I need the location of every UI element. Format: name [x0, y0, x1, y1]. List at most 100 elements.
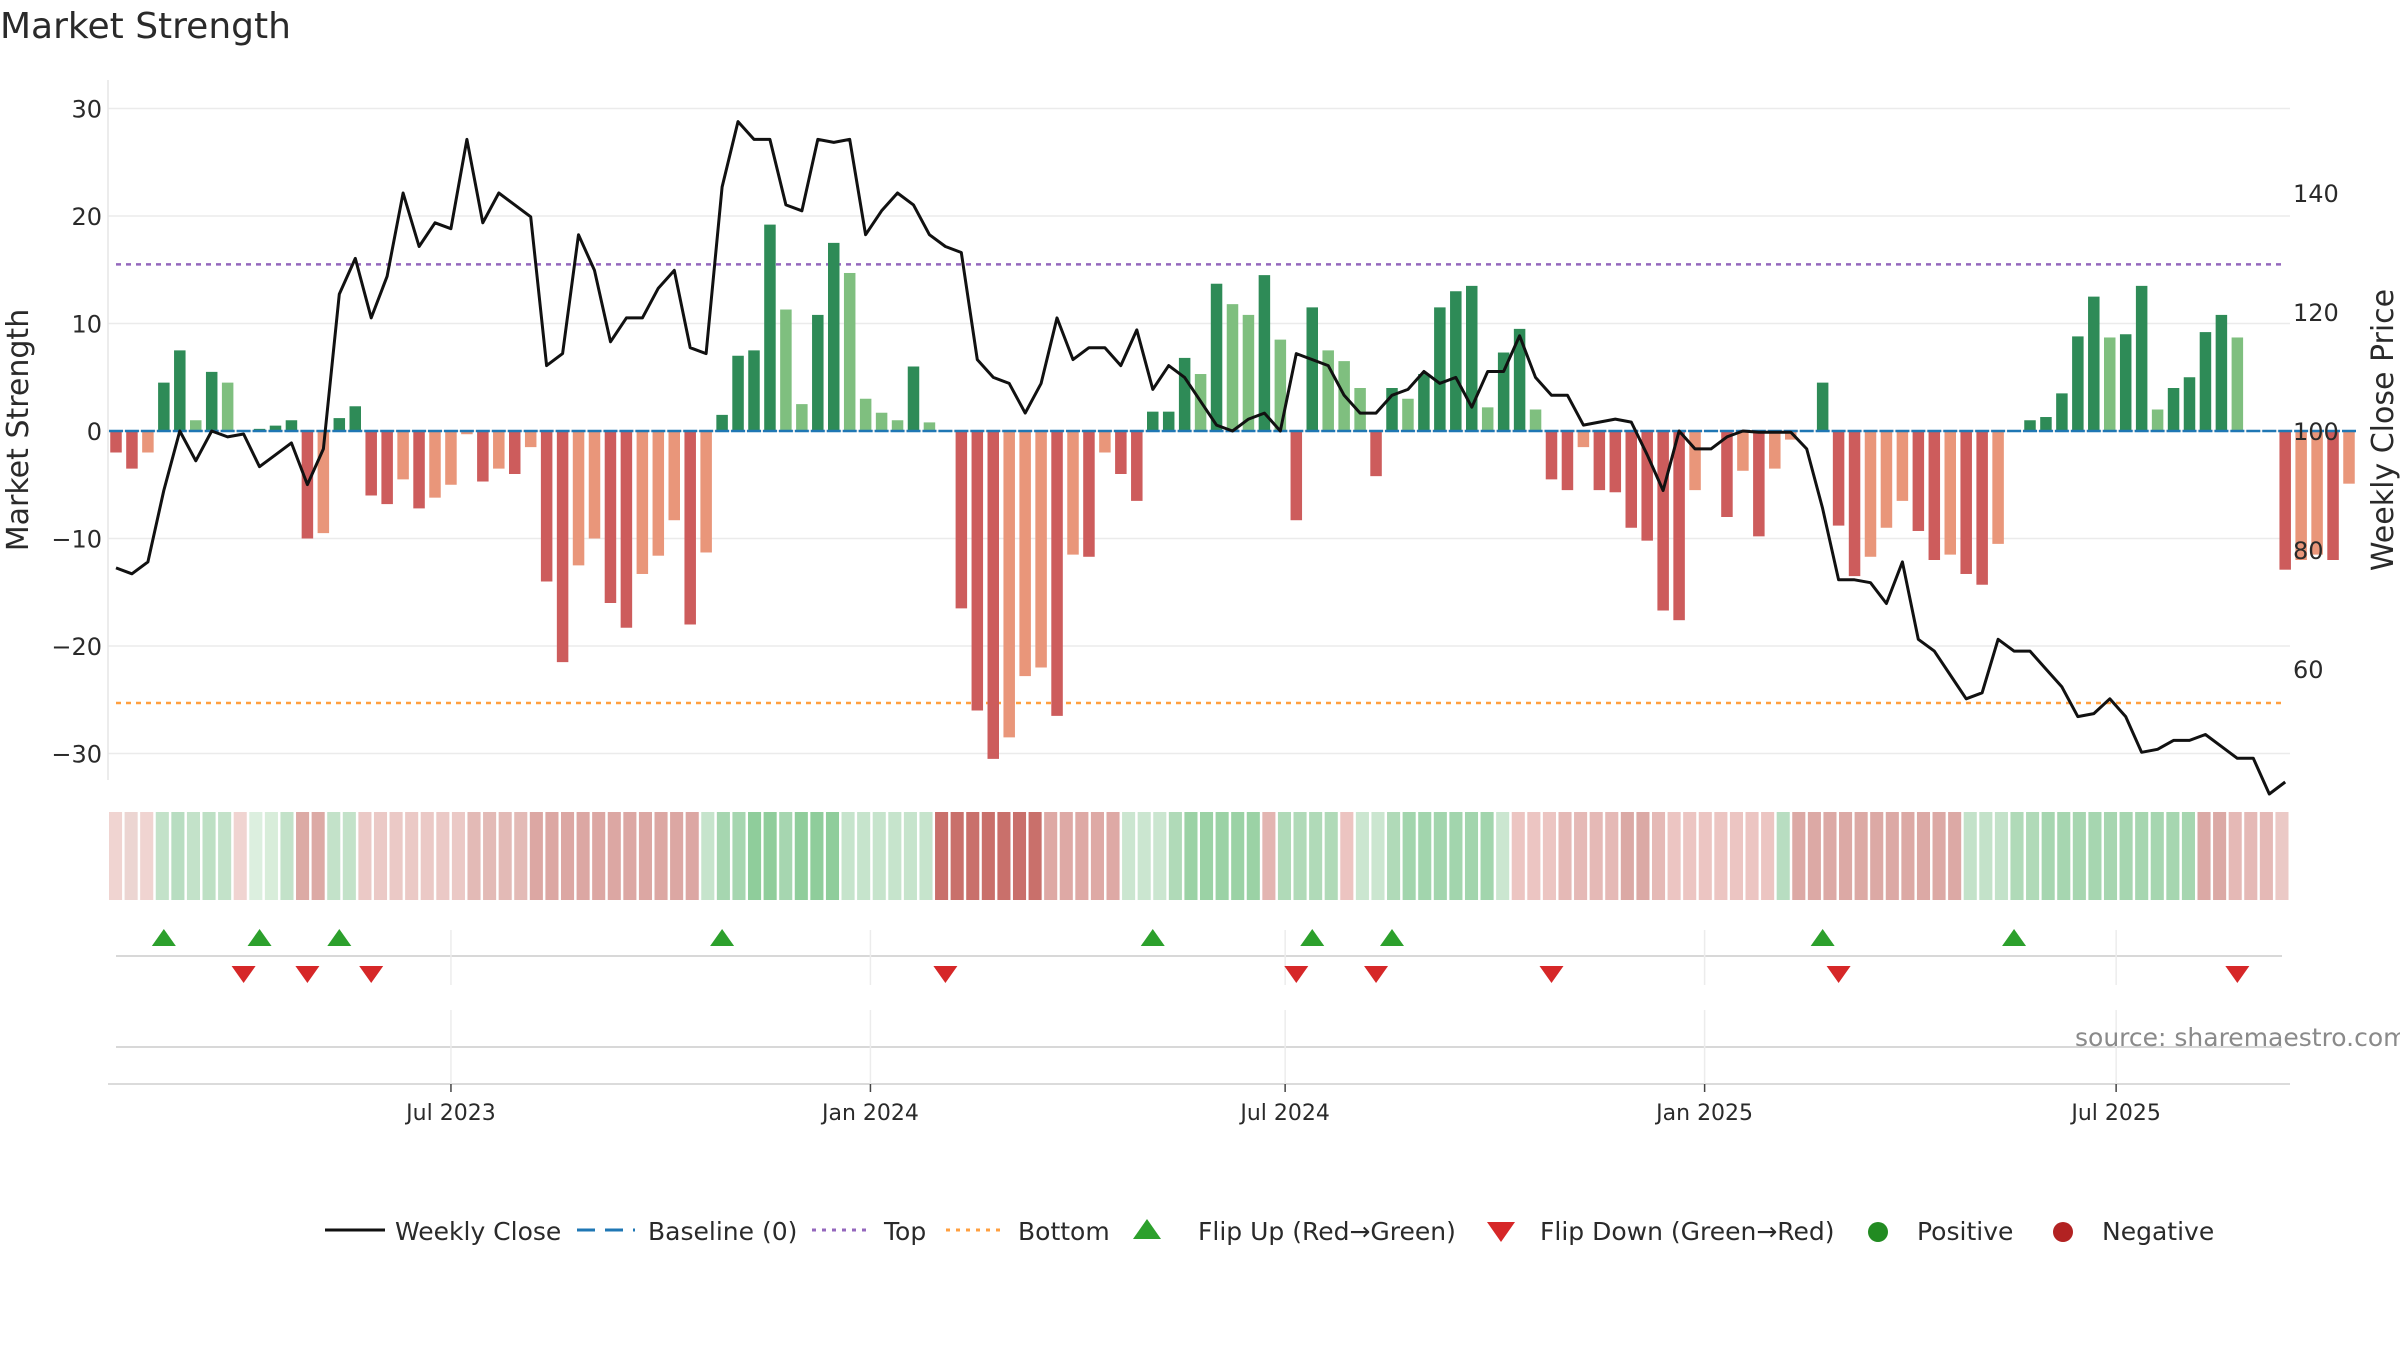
flip-down-marker: [1364, 966, 1389, 983]
strength-bar: [1019, 431, 1031, 677]
flip-marker-panel: [116, 930, 2282, 985]
regime-cell: [1574, 812, 1588, 900]
regime-cell: [1200, 812, 1214, 900]
right-axis-title: Weekly Close Price: [2366, 289, 2400, 571]
regime-cell: [1402, 812, 1416, 900]
strength-bar: [1306, 307, 1318, 431]
regime-cell: [1090, 812, 1104, 900]
regime-cell: [2103, 812, 2118, 900]
regime-cell: [1885, 812, 1899, 900]
strength-bar: [158, 382, 170, 431]
regime-cell: [1324, 812, 1338, 900]
regime-cell: [436, 812, 450, 900]
y-tick-label: −10: [51, 526, 102, 554]
strength-bar: [524, 431, 537, 448]
regime-cell: [171, 812, 185, 900]
strength-bar: [1753, 431, 1765, 537]
flip-down-marker: [359, 966, 384, 983]
regime-cell: [1776, 812, 1790, 900]
regime-cell: [467, 812, 481, 900]
strength-bar: [1737, 431, 1749, 471]
strength-bar: [796, 404, 808, 431]
regime-cell: [888, 812, 902, 900]
regime-cell: [1122, 812, 1136, 900]
legend-negative-icon: [2053, 1222, 2073, 1242]
strength-bar: [907, 366, 920, 431]
strength-bar: [1083, 431, 1095, 557]
strength-bar: [413, 431, 425, 509]
y2-tick-label: 120: [2293, 299, 2339, 327]
regime-cell: [1823, 812, 1837, 900]
strength-bar: [684, 431, 696, 625]
strength-bar: [1226, 304, 1239, 431]
legend: Weekly Close Baseline (0) Top Bottom Fli…: [325, 1217, 2214, 1246]
legend-negative: Negative: [2102, 1217, 2214, 1246]
strength-bar: [1370, 431, 1382, 477]
regime-cell: [794, 812, 808, 900]
strength-bar: [1561, 431, 1574, 491]
regime-cell: [2072, 812, 2086, 900]
regime-cell: [1558, 812, 1572, 900]
strength-bar: [1147, 411, 1159, 431]
regime-cell: [638, 812, 652, 900]
regime-cell: [1355, 812, 1369, 900]
regime-cell: [514, 812, 528, 900]
regime-cell: [2041, 812, 2055, 900]
strength-bar: [1641, 431, 1653, 541]
strength-bar: [668, 431, 680, 521]
regime-cell: [545, 812, 559, 900]
source-label: source: sharemaestro.com: [2075, 1023, 2400, 1052]
strength-bar: [2056, 393, 2068, 431]
regime-cell: [264, 812, 278, 900]
regime-cell: [2026, 812, 2040, 900]
regime-cell: [1153, 812, 1167, 900]
regime-cell: [2228, 812, 2242, 900]
strength-bar: [1785, 431, 1797, 440]
strength-bar: [2104, 337, 2116, 431]
legend-baseline: Baseline (0): [648, 1217, 797, 1246]
strength-bar: [955, 431, 968, 609]
strength-bar: [987, 431, 999, 759]
regime-cell: [1854, 812, 1868, 900]
regime-cell: [810, 812, 824, 900]
regime-cell: [1449, 812, 1463, 900]
regime-cell: [1480, 812, 1494, 900]
regime-cell: [841, 812, 855, 900]
regime-cell: [2197, 812, 2211, 900]
regime-cell: [607, 812, 621, 900]
strength-bar: [812, 314, 824, 431]
regime-cell: [327, 812, 341, 900]
strength-bar: [1051, 431, 1063, 716]
strength-bar: [1258, 275, 1271, 431]
strength-bar: [1816, 382, 1829, 431]
strength-bar: [716, 414, 728, 431]
regime-cell: [451, 812, 465, 900]
regime-cell: [373, 812, 388, 900]
strength-bar: [2183, 377, 2196, 431]
x-tick-label: Jan 2025: [1654, 1101, 1753, 1126]
regime-cell: [1542, 812, 1556, 900]
strength-bar: [126, 431, 138, 469]
regime-cell: [249, 812, 263, 900]
strength-bar: [875, 412, 888, 431]
strength-bar: [732, 355, 744, 431]
y2-tick-label: 140: [2293, 180, 2339, 208]
strength-bar: [1450, 291, 1462, 431]
regime-cell: [1464, 812, 1479, 900]
strength-bar: [1115, 431, 1127, 474]
regime-cell: [1262, 812, 1276, 900]
strength-bar: [636, 431, 649, 574]
regime-cell: [1075, 812, 1089, 900]
regime-cell: [529, 812, 543, 900]
left-axis-title: Market Strength: [1, 309, 36, 551]
regime-cell: [1698, 812, 1712, 900]
strength-bar: [1657, 431, 1669, 611]
legend-positive-icon: [1868, 1222, 1888, 1242]
regime-cell: [124, 812, 138, 900]
reference-lines: [116, 263, 2282, 705]
strength-bar: [1418, 374, 1430, 431]
strength-bar: [1210, 283, 1223, 431]
regime-cell: [186, 812, 201, 900]
regime-cell: [1948, 812, 1962, 900]
strength-bar: [429, 431, 441, 498]
